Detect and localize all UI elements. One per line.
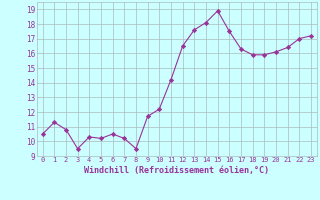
X-axis label: Windchill (Refroidissement éolien,°C): Windchill (Refroidissement éolien,°C) <box>84 166 269 175</box>
